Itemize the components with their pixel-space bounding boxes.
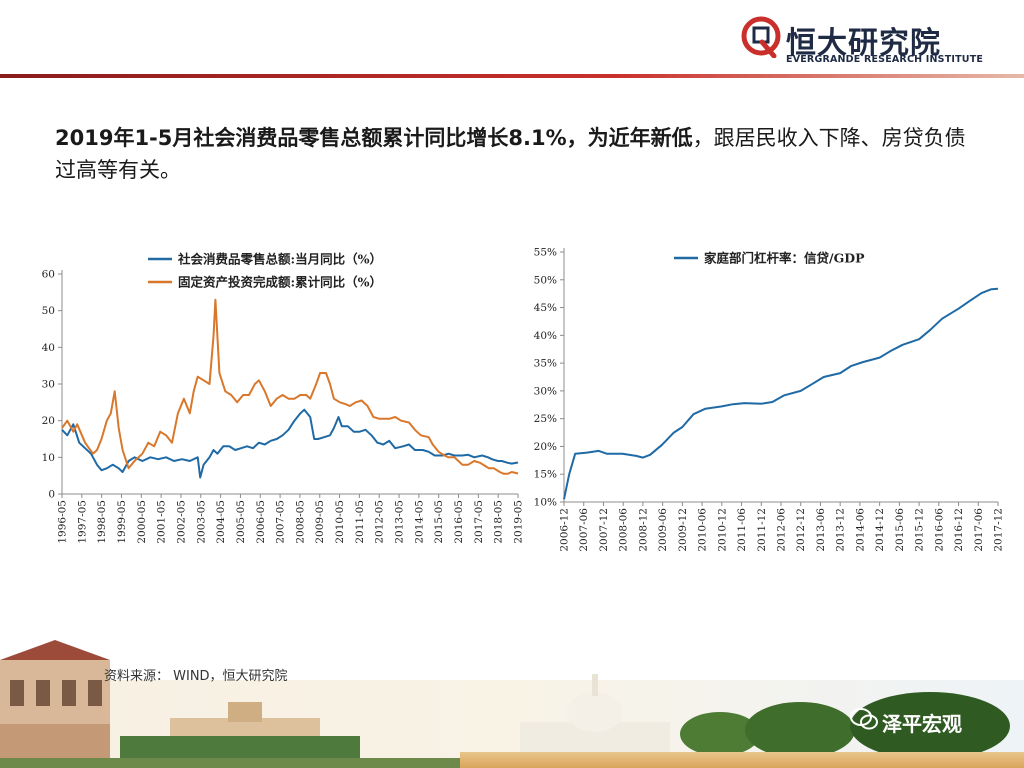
x-tick-label: 2001-05	[156, 500, 168, 544]
y-tick-label: 45%	[534, 302, 557, 314]
right-y-axis: 10% 15% 20% 25% 30% 35% 40% 45% 50% 55%	[534, 247, 565, 509]
household-leverage-chart: 家庭部门杠杆率：信贷/GDP 10% 15% 20% 25% 30% 35% 40% 45% 5…	[534, 247, 1005, 552]
x-tick-label: 2016-06	[933, 508, 945, 552]
x-tick-label: 2013-12	[835, 508, 847, 552]
x-tick-label: 2012-12	[795, 508, 807, 552]
x-tick-label: 2017-06	[973, 508, 985, 552]
headline-normal-text: ，跟居民收入下降、房贷负债过高等有关。	[55, 126, 966, 182]
x-tick-label: 2015-05	[433, 500, 445, 544]
x-tick-label: 2010-06	[697, 508, 709, 552]
series-line-1	[563, 287, 999, 500]
left-series-group	[61, 298, 519, 479]
legend-label-1: 家庭部门杠杆率：信贷/GDP	[704, 251, 865, 266]
x-tick-label: 2009-06	[657, 508, 669, 552]
x-tick-label: 2012-05	[374, 500, 386, 544]
x-tick-label: 2004-05	[215, 500, 227, 544]
x-tick-label: 2010-05	[334, 500, 346, 544]
y-tick-label: 35%	[534, 358, 557, 370]
x-tick-label: 2009-12	[677, 508, 689, 552]
x-tick-label: 2007-05	[275, 500, 287, 544]
y-tick-label: 15%	[534, 469, 557, 481]
x-tick-label: 2018-05	[493, 500, 505, 544]
x-tick-label: 2010-12	[716, 508, 728, 552]
x-tick-label: 2007-12	[598, 508, 610, 552]
x-tick-label: 2008-06	[618, 508, 630, 552]
x-tick-label: 2000-05	[136, 500, 148, 544]
x-tick-label: 2015-12	[914, 508, 926, 552]
right-x-axis: 2006-12 2007-06 2007-12 2008-06 2008-12 2009-…	[559, 501, 1005, 552]
slide-headline: 2019年1-5月社会消费品零售总额累计同比增长8.1%，为近年新低，跟居民收入…	[55, 122, 985, 186]
y-tick-label: 40	[42, 342, 55, 354]
y-tick-label: 50%	[534, 274, 557, 286]
logo-english-name: EVERGRANDE RESEARCH INSTITUTE	[786, 54, 984, 65]
x-tick-label: 2014-12	[874, 508, 886, 552]
left-chart-legend: 社会消费品零售总额:当月同比（%） 固定资产投资完成额:累计同比（%）	[148, 252, 382, 290]
y-tick-label: 20	[42, 415, 55, 427]
footer-scenery-image	[0, 640, 1024, 768]
x-tick-label: 2007-06	[578, 508, 590, 552]
y-tick-label: 30	[42, 379, 55, 391]
x-tick-label: 2008-05	[294, 500, 306, 544]
source-note: 资料来源： WIND，恒大研究院	[104, 669, 288, 684]
x-tick-label: 2014-06	[854, 508, 866, 552]
logo-chinese-name: 恒大研究院	[786, 26, 941, 61]
header	[0, 0, 1024, 78]
y-tick-label: 30%	[534, 385, 557, 397]
x-tick-label: 2006-05	[255, 500, 267, 544]
x-tick-label: 2013-06	[815, 508, 827, 552]
header-divider	[0, 74, 1024, 78]
right-series-group	[563, 287, 999, 500]
y-tick-label: 50	[42, 305, 55, 317]
left-y-axis: 0 10 20 30 40 50 60	[42, 269, 63, 501]
legend-label-1: 社会消费品零售总额:当月同比（%）	[177, 252, 382, 267]
x-tick-label: 2006-12	[559, 508, 571, 552]
evergrande-logo-icon	[741, 16, 781, 58]
x-tick-label: 2017-12	[993, 508, 1005, 552]
y-tick-label: 55%	[534, 247, 557, 259]
wechat-icon	[850, 708, 878, 730]
x-tick-label: 2013-05	[394, 500, 406, 544]
legend-label-2: 固定资产投资完成额:累计同比（%）	[178, 275, 382, 290]
y-tick-label: 0	[48, 489, 55, 501]
y-tick-label: 40%	[534, 330, 557, 342]
x-tick-label: 2011-06	[736, 508, 748, 552]
x-tick-label: 2005-05	[235, 500, 247, 544]
series-line-2	[61, 298, 519, 475]
x-tick-label: 2015-06	[894, 508, 906, 552]
y-tick-label: 10%	[534, 497, 557, 509]
x-tick-label: 2009-05	[314, 500, 326, 544]
x-tick-label: 2014-05	[413, 500, 425, 544]
x-tick-label: 2008-12	[637, 508, 649, 552]
retail-fai-growth-chart: 社会消费品零售总额:当月同比（%） 固定资产投资完成额:累计同比（%） 0 10 20…	[42, 252, 525, 544]
x-tick-label: 1996-05	[57, 500, 69, 544]
brand-logo: 恒大研究院 EVERGRANDE RESEARCH INSTITUTE	[740, 14, 1010, 70]
x-tick-label: 2012-06	[776, 508, 788, 552]
x-tick-label: 2011-12	[756, 508, 768, 552]
x-tick-label: 2019-05	[513, 500, 525, 544]
x-tick-label: 2002-05	[175, 500, 187, 544]
y-tick-label: 10	[42, 452, 55, 464]
x-tick-label: 1998-05	[96, 500, 108, 544]
right-chart-legend: 家庭部门杠杆率：信贷/GDP	[674, 251, 865, 266]
x-tick-label: 2016-12	[953, 508, 965, 552]
y-tick-label: 60	[42, 269, 55, 281]
left-x-axis: 1996-05 1997-05 1998-05 1999-05 2000-05 2001-…	[57, 493, 525, 544]
x-tick-label: 2011-05	[354, 500, 366, 544]
x-tick-label: 2016-05	[453, 500, 465, 544]
series-line-1	[61, 408, 519, 479]
x-tick-label: 1997-05	[76, 500, 88, 544]
y-tick-label: 25%	[534, 413, 557, 425]
wechat-account-name: 泽平宏观	[882, 712, 962, 736]
x-tick-label: 2017-05	[473, 500, 485, 544]
x-tick-label: 1999-05	[116, 500, 128, 544]
y-tick-label: 20%	[534, 441, 557, 453]
headline-bold-text: 2019年1-5月社会消费品零售总额累计同比增长8.1%，为近年新低	[55, 126, 693, 150]
x-tick-label: 2003-05	[195, 500, 207, 544]
